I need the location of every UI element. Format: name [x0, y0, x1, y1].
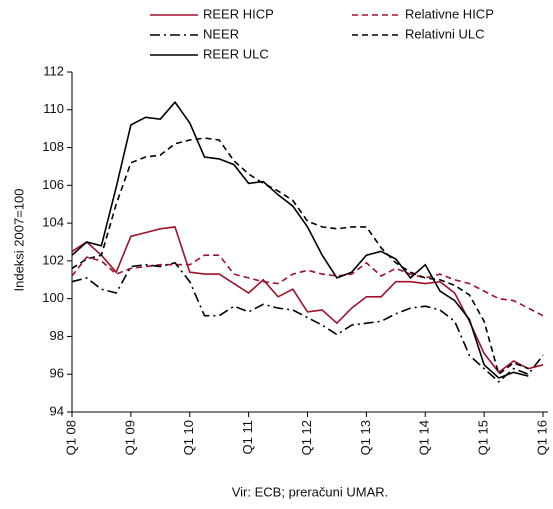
series-line [71, 226, 544, 374]
x-tick-label: Q1 15 [476, 420, 491, 455]
series-line [71, 137, 529, 376]
y-axis-label: Indeksi 2007=100 [11, 188, 26, 291]
y-tick-label: 108 [42, 139, 64, 154]
series-line [71, 100, 529, 379]
source-note: Vir: ECB; preračuni UMAR. [232, 484, 389, 499]
x-tick-label: Q1 14 [417, 420, 432, 455]
x-tick-label: Q1 11 [240, 420, 255, 454]
legend-label: NEER [203, 26, 239, 41]
y-tick-label: 102 [42, 252, 64, 267]
y-tick-label: 98 [50, 328, 64, 343]
y-tick-label: 104 [42, 215, 64, 230]
legend-label: REER ULC [203, 46, 269, 61]
series-line [71, 261, 544, 383]
y-tick-label: 110 [43, 101, 64, 116]
legend-label: REER HICP [203, 6, 274, 21]
x-tick-label: Q1 09 [122, 420, 137, 455]
x-tick-label: Q1 12 [299, 420, 314, 455]
legend-label: Relativni ULC [405, 26, 484, 41]
legend-label: Relativne HICP [405, 6, 494, 21]
y-tick-label: 94 [50, 403, 64, 418]
series-line [71, 254, 544, 317]
x-tick-label: Q1 16 [534, 420, 549, 455]
y-tick-label: 100 [42, 290, 64, 305]
x-tick-label: Q1 08 [63, 420, 78, 455]
x-tick-label: Q1 13 [358, 420, 373, 455]
x-tick-label: Q1 10 [181, 420, 196, 455]
y-tick-label: 112 [43, 63, 64, 78]
y-tick-label: 96 [50, 366, 64, 381]
y-tick-label: 106 [42, 177, 64, 192]
